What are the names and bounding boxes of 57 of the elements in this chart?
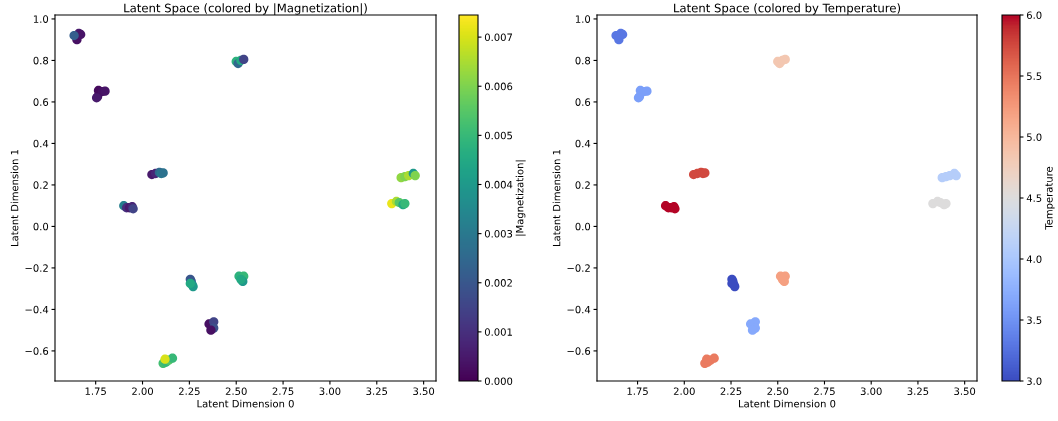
chart-title: Latent Space (colored by |Magnetization|) <box>124 3 367 15</box>
y-tick-label: 0.0 <box>33 222 49 231</box>
x-tick-label: 3.25 <box>907 387 929 395</box>
y-tick-label: 0.2 <box>575 181 590 189</box>
y-tick-label: −0.4 <box>25 305 49 314</box>
y-tick-label: −0.4 <box>567 305 591 314</box>
y-tick-label: 0.6 <box>33 98 49 106</box>
y-tick-label: 1.0 <box>575 15 591 23</box>
y-tick-label: 0.0 <box>575 222 591 231</box>
color-bar-label: 0.006 <box>484 82 513 91</box>
x-tick-label: 2.00 <box>673 387 695 395</box>
y-axis-title: Latent Dimension 1 <box>10 149 19 246</box>
color-bar-label: 5.5 <box>1027 72 1042 80</box>
y-axis-title: Latent Dimension 1 <box>552 149 561 246</box>
x-axis-title: Latent Dimension 0 <box>739 399 836 408</box>
y-tick-label: −0.6 <box>25 347 49 355</box>
x-tick-label: 2.25 <box>178 387 200 395</box>
color-bar-label: 0.002 <box>484 279 512 287</box>
y-tick-label: 1.0 <box>33 15 49 23</box>
color-bar-label: 0.005 <box>484 131 512 140</box>
x-tick-label: 3.50 <box>413 387 435 395</box>
color-bar-label: 0.007 <box>484 33 513 42</box>
color-bar-label: 4.0 <box>1026 255 1042 263</box>
x-tick-label: 2.50 <box>767 387 789 395</box>
x-tick-label: 2.00 <box>132 387 153 395</box>
x-tick-label: 1.75 <box>85 387 106 395</box>
color-bar-title: Temperature <box>1045 166 1055 230</box>
color-bar-label: 0.003 <box>484 229 513 238</box>
y-tick-label: 0.2 <box>33 181 48 189</box>
color-bar-label: 3.5 <box>1027 316 1042 324</box>
y-tick-label: 0.8 <box>33 56 49 65</box>
x-tick-label: 3.25 <box>366 387 388 395</box>
x-tick-label: 1.75 <box>627 387 648 395</box>
color-bar-label: 0.004 <box>484 180 513 189</box>
y-tick-label: 0.6 <box>575 98 591 106</box>
x-tick-label: 2.50 <box>225 387 247 395</box>
color-bar-title: |Magnetization| <box>515 160 526 236</box>
x-tick-label: 2.75 <box>814 387 835 395</box>
y-tick-label: 0.8 <box>575 56 591 65</box>
x-tick-label: 3.00 <box>319 387 341 395</box>
color-bar-label: 6.0 <box>1026 11 1042 19</box>
y-tick-label: 0.4 <box>33 139 49 148</box>
y-tick-label: −0.2 <box>567 264 590 272</box>
x-tick-label: 2.25 <box>720 387 742 395</box>
y-tick-label: 0.4 <box>575 139 591 148</box>
x-tick-label: 3.00 <box>860 387 882 395</box>
color-bar-label: 3.0 <box>1027 377 1042 385</box>
x-tick-label: 3.50 <box>954 387 976 395</box>
color-bar-label: 0.001 <box>484 328 512 336</box>
x-tick-label: 2.75 <box>272 387 294 395</box>
color-bar-label: 4.5 <box>1026 194 1042 202</box>
y-tick-label: −0.2 <box>25 264 48 272</box>
x-axis-title: Latent Dimension 0 <box>197 399 294 408</box>
y-tick-label: −0.6 <box>567 347 591 355</box>
color-bar-label: 5.0 <box>1027 133 1042 141</box>
color-bar-label: 0.000 <box>484 377 513 385</box>
chart-title: Latent Space (colored by Temperature) <box>674 3 901 15</box>
